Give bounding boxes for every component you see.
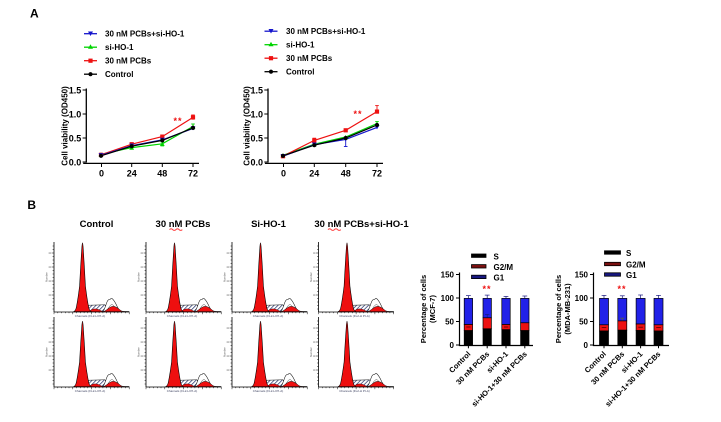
svg-text:**: ** [482, 284, 491, 294]
svg-text:(MCF-7): (MCF-7) [428, 295, 437, 323]
svg-text:Cell viability (OD450): Cell viability (OD450) [61, 86, 70, 166]
svg-text:50: 50 [579, 318, 588, 327]
svg-text:(MDA-MB-231): (MDA-MB-231) [563, 283, 572, 335]
svg-text:48: 48 [341, 168, 351, 178]
svg-text:0: 0 [99, 168, 104, 178]
svg-text:24: 24 [309, 168, 319, 178]
svg-text:Cell viability (OD450): Cell viability (OD450) [242, 86, 251, 166]
svg-text:30 nM PCBs+si-HO-1: 30 nM PCBs+si-HO-1 [286, 27, 366, 36]
svg-text:G1: G1 [626, 271, 637, 280]
svg-text:B: B [27, 198, 36, 212]
svg-text:Control: Control [80, 219, 114, 230]
svg-text:1.5: 1.5 [250, 86, 263, 96]
svg-text:Control: Control [286, 68, 314, 77]
svg-text:0: 0 [450, 341, 455, 350]
svg-text:S: S [626, 249, 632, 258]
svg-text:A: A [30, 7, 39, 21]
svg-text:30 nM PCBs: 30 nM PCBs [286, 54, 333, 63]
svg-text:Percentage of cells: Percentage of cells [419, 275, 428, 343]
svg-text:1.5: 1.5 [69, 86, 82, 96]
svg-text:30 nM PCBs: 30 nM PCBs [156, 219, 211, 230]
svg-text:G2/M: G2/M [494, 263, 514, 272]
svg-text:24: 24 [127, 168, 137, 178]
svg-text:150: 150 [575, 271, 589, 280]
svg-text:**: ** [173, 116, 182, 126]
svg-text:48: 48 [157, 168, 167, 178]
svg-text:0.0: 0.0 [250, 158, 263, 168]
svg-text:150: 150 [441, 271, 455, 280]
svg-text:0.5: 0.5 [69, 134, 82, 144]
svg-text:**: ** [617, 284, 626, 294]
svg-text:Control: Control [105, 70, 133, 79]
svg-text:1.0: 1.0 [69, 110, 82, 120]
svg-text:30 nM PCBs+si-HO-1: 30 nM PCBs+si-HO-1 [105, 30, 185, 39]
svg-text:0.5: 0.5 [250, 134, 263, 144]
svg-text:si-HO-1: si-HO-1 [286, 41, 315, 50]
svg-text:G1: G1 [494, 274, 505, 283]
svg-text:si-HO-1: si-HO-1 [105, 43, 134, 52]
svg-text:S: S [494, 253, 500, 262]
svg-text:0: 0 [281, 168, 286, 178]
svg-text:72: 72 [188, 168, 198, 178]
svg-text:30 nM PCBs+si-HO-1: 30 nM PCBs+si-HO-1 [314, 219, 409, 230]
svg-text:Percentage of cells: Percentage of cells [554, 275, 563, 343]
svg-text:0.0: 0.0 [69, 158, 82, 168]
svg-text:**: ** [353, 109, 362, 119]
svg-text:100: 100 [441, 294, 455, 303]
svg-text:30 nM PCBs: 30 nM PCBs [105, 57, 152, 66]
svg-text:G2/M: G2/M [626, 261, 646, 270]
svg-text:72: 72 [372, 168, 382, 178]
svg-text:0: 0 [584, 341, 589, 350]
svg-text:100: 100 [575, 294, 589, 303]
svg-text:1.0: 1.0 [250, 110, 263, 120]
svg-text:50: 50 [445, 318, 454, 327]
svg-text:Si-HO-1: Si-HO-1 [251, 219, 287, 230]
